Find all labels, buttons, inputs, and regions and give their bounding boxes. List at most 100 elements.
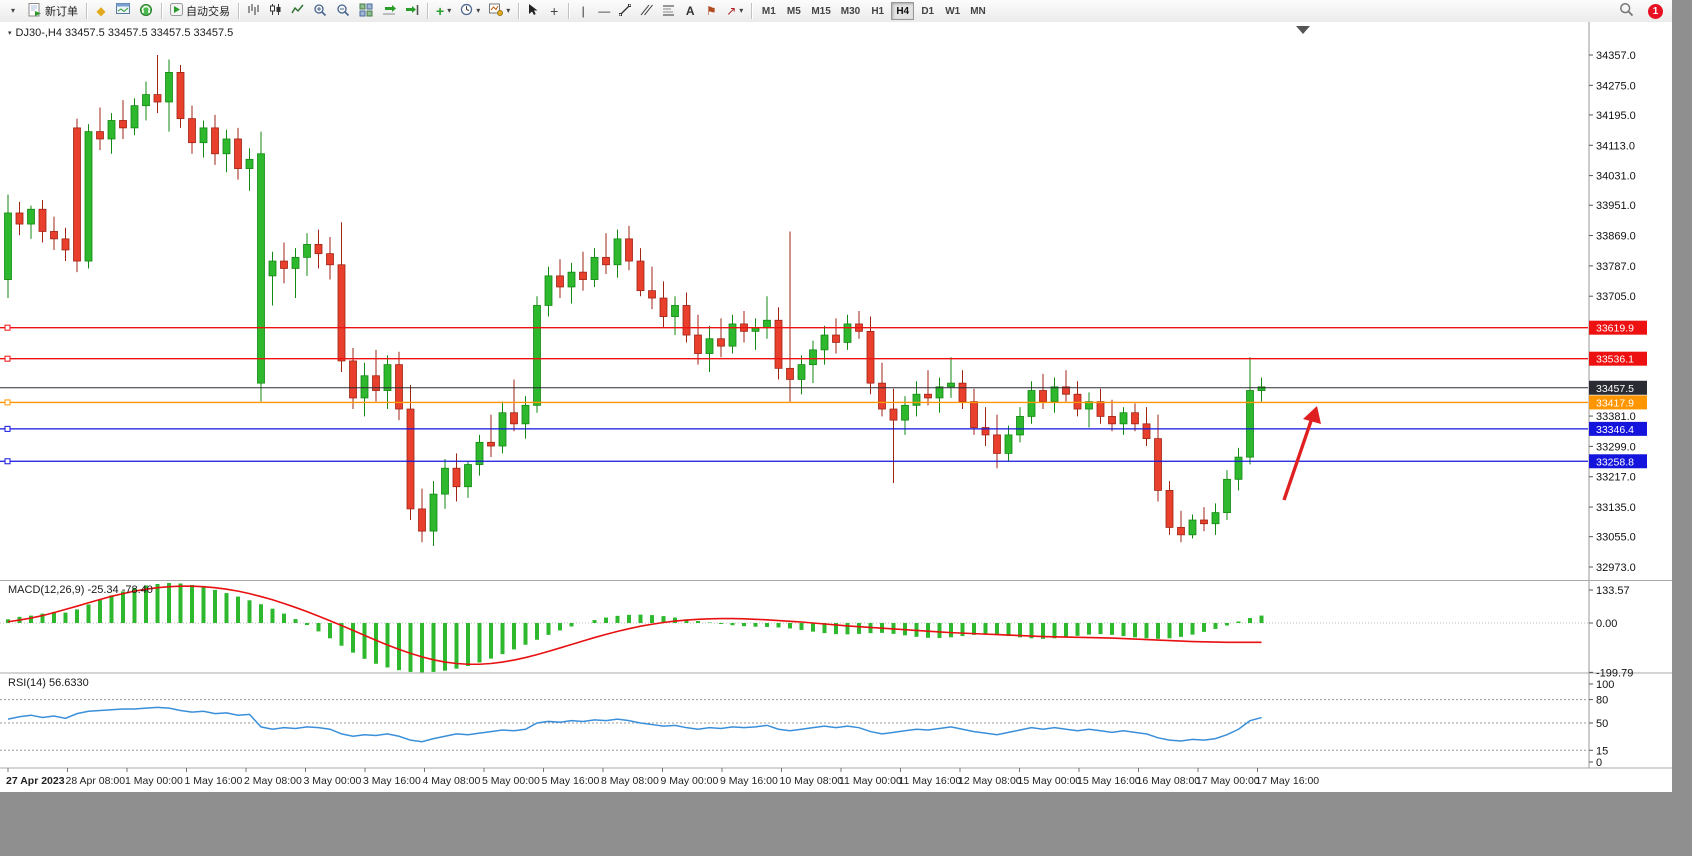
text-icon: A (685, 4, 695, 18)
toolbar-right-group: 1 (1615, 1, 1663, 21)
svg-text:1 May 16:00: 1 May 16:00 (185, 775, 243, 787)
search-icon (1619, 2, 1634, 20)
price-axis: 34357.0 34275.0 34195.0 34113.0 34031.0 33951… (1588, 22, 1636, 768)
chart-area: 34357.0 34275.0 34195.0 34113.0 34031.0 33951… (0, 22, 1672, 792)
svg-text:12 May 08:00: 12 May 08:00 (958, 775, 1022, 787)
svg-text:15 May 00:00: 15 May 00:00 (1018, 775, 1082, 787)
chart-symbol-label[interactable]: ▾ DJ30-,H4 33457.5 33457.5 33457.5 33457… (8, 27, 233, 39)
chart-canvas[interactable]: 34357.0 34275.0 34195.0 34113.0 34031.0 33951… (0, 22, 1672, 792)
auto-scroll-icon (382, 4, 396, 19)
fibonacci-button[interactable] (658, 1, 679, 21)
timeframe-button-M30[interactable]: M30 (837, 2, 864, 20)
zoom-in-button[interactable] (309, 1, 331, 21)
templates-button[interactable]: ▾ (485, 1, 514, 21)
timeframe-button-M1[interactable]: M1 (757, 2, 780, 20)
auto-trading-button[interactable]: 自动交易 (166, 1, 234, 21)
text-tool-button[interactable]: A (680, 1, 700, 21)
annotation-arrow[interactable] (1282, 406, 1321, 501)
time-axis: 27 Apr 2023 28 Apr 08:00 1 May 00:00 1 May … (6, 768, 1319, 787)
headset-icon (139, 3, 153, 20)
tile-windows-button[interactable] (355, 1, 377, 21)
svg-text:34113.0: 34113.0 (1596, 140, 1635, 152)
cursor-button[interactable] (523, 1, 543, 21)
toolbar-separator (161, 3, 162, 19)
rsi-indicator-label: RSI(14) 56.6330 (8, 677, 89, 689)
toolbar-overflow-button[interactable]: ▾ (3, 1, 23, 21)
svg-text:34275.0: 34275.0 (1596, 80, 1636, 92)
periods-button[interactable]: ▾ (456, 1, 484, 21)
timeframe-button-D1[interactable]: D1 (916, 2, 939, 20)
panel-separators[interactable] (0, 580, 1672, 769)
auto-trading-play-icon (170, 3, 183, 19)
svg-text:133.57: 133.57 (1596, 585, 1630, 597)
indicators-button[interactable]: + ▾ (432, 1, 455, 21)
new-chart-icon: ◆ (96, 4, 106, 18)
auto-scroll-button[interactable] (378, 1, 400, 21)
svg-text:27 Apr 2023: 27 Apr 2023 (6, 775, 65, 787)
crosshair-icon: + (550, 3, 559, 19)
timeframe-button-MN[interactable]: MN (966, 2, 990, 20)
horizontal-lines[interactable]: 33619.9 33536.1 33457.5 33417.9 33346.4 33258… (0, 320, 1647, 469)
svg-text:0.00: 0.00 (1596, 618, 1617, 630)
svg-text:33417.9: 33417.9 (1596, 397, 1634, 409)
svg-text:33619.9: 33619.9 (1596, 323, 1634, 335)
shapes-button[interactable]: ↗ ▾ (722, 1, 747, 21)
notification-badge[interactable]: 1 (1648, 3, 1663, 19)
svg-text:11 May 16:00: 11 May 16:00 (899, 775, 962, 787)
zoom-out-button[interactable] (332, 1, 354, 21)
svg-text:1 May 00:00: 1 May 00:00 (125, 775, 183, 787)
mt4-window: ▾ 新订单 ◆ 自动交易 (0, 0, 1672, 792)
timeframe-button-H1[interactable]: H1 (866, 2, 889, 20)
chart-shift-marker (1296, 26, 1310, 34)
horizontal-line-button[interactable]: — (594, 1, 614, 21)
svg-text:9 May 00:00: 9 May 00:00 (661, 775, 719, 787)
market-watch-button[interactable] (135, 1, 157, 21)
text-label-button[interactable]: ⚑ (701, 1, 721, 21)
chevron-down-icon: ▾ (447, 6, 452, 15)
line-chart-icon (291, 3, 304, 19)
svg-text:34195.0: 34195.0 (1596, 110, 1636, 122)
new-order-label: 新订单 (45, 6, 78, 18)
auto-trading-label: 自动交易 (186, 6, 230, 18)
macd-panel: 133.57 0.00 -199.79 (0, 582, 1633, 679)
svg-text:16 May 08:00: 16 May 08:00 (1137, 775, 1201, 787)
svg-text:11 May 00:00: 11 May 00:00 (839, 775, 902, 787)
channel-button[interactable] (636, 1, 657, 21)
rsi-label-text: RSI(14) 56.6330 (8, 677, 89, 689)
svg-text:10 May 08:00: 10 May 08:00 (780, 775, 844, 787)
main-toolbar: ▾ 新订单 ◆ 自动交易 (0, 0, 1672, 23)
candlestick-chart-button[interactable] (265, 1, 286, 21)
bar-chart-button[interactable] (243, 1, 264, 21)
timeframe-button-M5[interactable]: M5 (782, 2, 805, 20)
chevron-down-icon: ▾ (739, 6, 744, 15)
svg-text:33055.0: 33055.0 (1596, 532, 1636, 544)
rsi-panel: 100 80 50 150 (0, 679, 1614, 769)
symbol-ohlc-text: DJ30-,H4 33457.5 33457.5 33457.5 33457.5 (15, 27, 234, 39)
candlestick-icon (269, 3, 282, 19)
toolbar-separator (568, 3, 570, 19)
chevron-down-icon: ▾ (506, 6, 511, 15)
chart-window-button[interactable] (112, 1, 134, 21)
timeframe-button-H4[interactable]: H4 (891, 2, 915, 20)
chevron-down-icon: ▾ (8, 30, 12, 37)
new-order-button[interactable]: 新订单 (24, 1, 82, 21)
trendline-button[interactable] (615, 1, 635, 21)
svg-text:33457.5: 33457.5 (1596, 383, 1634, 395)
chart-shift-button[interactable] (401, 1, 423, 21)
macd-label-text: MACD(12,26,9) -25.34 -78.40 (8, 584, 153, 596)
horizontal-line-icon: — (598, 4, 611, 18)
vertical-line-button[interactable]: | (573, 1, 593, 21)
crosshair-button[interactable]: + (544, 1, 564, 21)
new-chart-button[interactable]: ◆ (91, 1, 111, 21)
svg-text:33381.0: 33381.0 (1596, 411, 1636, 423)
svg-text:3 May 16:00: 3 May 16:00 (363, 775, 421, 787)
svg-text:-199.79: -199.79 (1596, 667, 1633, 679)
timeframe-button-M15[interactable]: M15 (807, 2, 834, 20)
channel-icon (640, 4, 654, 19)
svg-text:80: 80 (1596, 695, 1608, 707)
clock-icon (460, 3, 473, 19)
timeframe-toolbar: M1 M5 M15 M30 H1 H4 D1 W1 MN (756, 2, 990, 20)
line-chart-button[interactable] (287, 1, 308, 21)
timeframe-button-W1[interactable]: W1 (941, 2, 964, 20)
search-button[interactable] (1615, 1, 1638, 21)
